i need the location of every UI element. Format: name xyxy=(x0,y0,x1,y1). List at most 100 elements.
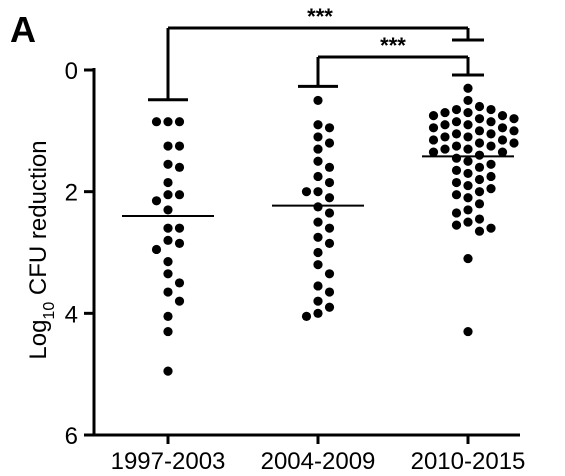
data-point xyxy=(486,171,496,182)
data-point xyxy=(428,147,439,157)
data-point xyxy=(313,95,323,106)
data-point xyxy=(486,159,496,169)
data-point xyxy=(163,235,173,245)
data-point xyxy=(151,196,162,206)
x-tick-label: 2010-2015 xyxy=(411,448,526,475)
data-point xyxy=(163,117,173,127)
data-point xyxy=(174,278,185,288)
data-point xyxy=(324,302,335,312)
data-point xyxy=(163,223,173,233)
data-point xyxy=(486,117,496,127)
data-point xyxy=(474,150,485,160)
data-point xyxy=(163,366,173,376)
data-point xyxy=(463,83,473,93)
y-axis-title-rest: CFU reduction xyxy=(25,140,52,301)
y-tick-label: 6 xyxy=(65,423,78,450)
data-point xyxy=(440,132,450,142)
data-point xyxy=(174,141,185,151)
data-points xyxy=(151,83,519,376)
data-point xyxy=(463,120,473,130)
data-point xyxy=(497,123,508,133)
data-point xyxy=(451,177,462,188)
data-point xyxy=(163,141,173,151)
data-point xyxy=(313,247,323,258)
data-point xyxy=(486,184,496,194)
data-point xyxy=(163,287,173,297)
data-point xyxy=(463,217,473,227)
data-point xyxy=(474,101,485,112)
data-point xyxy=(463,95,473,106)
data-point xyxy=(463,326,473,337)
data-point xyxy=(163,326,173,337)
data-point xyxy=(174,162,185,172)
data-point xyxy=(486,223,496,233)
data-point xyxy=(163,269,173,279)
data-point xyxy=(451,153,462,163)
data-point xyxy=(451,190,462,200)
data-point xyxy=(313,232,323,242)
y-tick-label: 0 xyxy=(65,58,78,85)
data-point xyxy=(451,141,462,151)
data-point xyxy=(474,162,485,172)
data-point xyxy=(313,281,323,291)
data-point xyxy=(313,202,323,212)
y-axis-title-main: Log xyxy=(25,320,52,360)
data-point xyxy=(463,144,473,154)
data-point xyxy=(174,296,185,306)
data-point xyxy=(174,238,185,248)
data-point xyxy=(451,129,462,139)
data-point xyxy=(428,123,439,133)
data-point xyxy=(474,114,485,124)
data-point xyxy=(486,129,496,139)
significance-label: *** xyxy=(307,4,333,29)
data-point xyxy=(151,244,162,255)
data-point xyxy=(463,193,473,203)
data-point xyxy=(497,111,508,121)
mean-lines xyxy=(122,155,514,217)
data-point xyxy=(497,135,508,145)
data-point xyxy=(324,138,335,148)
data-point xyxy=(313,132,323,142)
data-point xyxy=(174,117,185,127)
data-point xyxy=(313,171,323,182)
data-point xyxy=(440,107,450,118)
data-point xyxy=(313,187,323,197)
data-point xyxy=(451,117,462,127)
data-point xyxy=(324,162,335,172)
data-point xyxy=(324,193,335,203)
data-point xyxy=(313,296,323,306)
data-point xyxy=(474,226,485,236)
data-point xyxy=(428,111,439,121)
data-point xyxy=(474,214,485,224)
data-point xyxy=(451,104,462,115)
data-point xyxy=(463,253,473,264)
data-point xyxy=(324,223,335,233)
data-point xyxy=(428,135,439,145)
data-point xyxy=(313,308,323,318)
data-point xyxy=(151,117,162,127)
data-point xyxy=(509,126,519,136)
data-point xyxy=(463,132,473,142)
panel-label: A xyxy=(10,9,36,50)
data-point xyxy=(163,177,173,188)
data-point xyxy=(474,174,485,185)
data-point xyxy=(474,199,485,209)
data-point xyxy=(324,287,335,297)
data-point xyxy=(324,123,335,133)
data-point xyxy=(301,187,312,197)
data-point xyxy=(463,168,473,179)
y-tick-label: 2 xyxy=(65,180,78,207)
data-point xyxy=(451,220,462,230)
data-point xyxy=(486,141,496,151)
data-point xyxy=(324,177,335,188)
data-point xyxy=(463,205,473,215)
data-point xyxy=(463,107,473,118)
data-point xyxy=(440,144,450,154)
data-point xyxy=(474,187,485,197)
data-point xyxy=(509,138,519,148)
data-point xyxy=(301,311,312,321)
data-point xyxy=(463,180,473,191)
data-point xyxy=(163,257,173,267)
data-point xyxy=(509,114,519,124)
